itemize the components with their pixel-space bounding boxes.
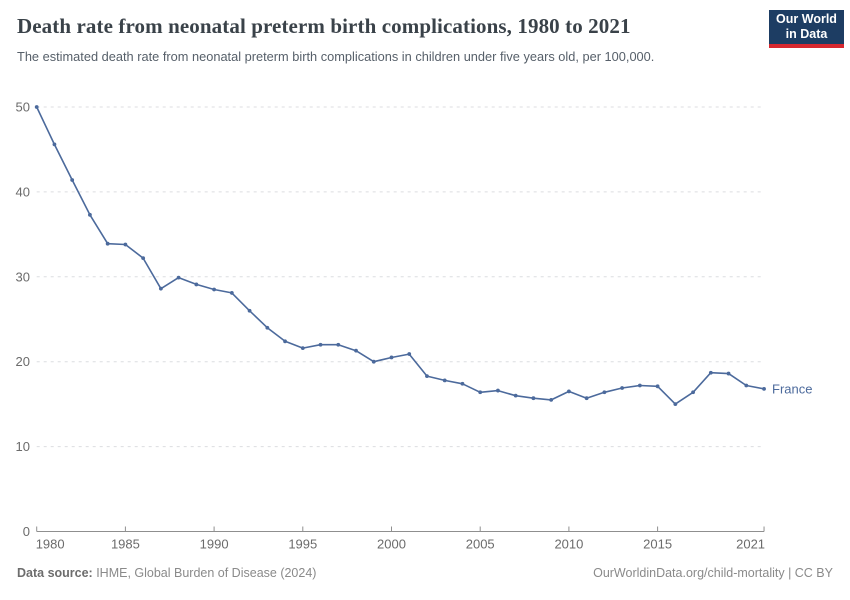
owid-logo-line2: in Data bbox=[785, 27, 828, 41]
data-point bbox=[336, 342, 341, 347]
data-point bbox=[620, 386, 625, 390]
data-point bbox=[762, 386, 766, 391]
y-tick-label: 40 bbox=[16, 184, 30, 199]
data-point bbox=[265, 325, 270, 330]
data-point bbox=[637, 383, 642, 388]
owid-logo-line1: Our World bbox=[776, 11, 837, 26]
data-point bbox=[141, 256, 146, 261]
data-point bbox=[34, 105, 39, 109]
data-point bbox=[247, 308, 252, 313]
x-tick-label: 2021 bbox=[736, 537, 765, 552]
y-tick-label: 50 bbox=[16, 100, 30, 115]
owid-logo: Our World in Data bbox=[769, 10, 844, 48]
series-end-label: France bbox=[772, 381, 812, 396]
data-point bbox=[158, 286, 163, 291]
data-point bbox=[283, 339, 287, 344]
data-point bbox=[549, 398, 554, 402]
data-point bbox=[389, 355, 394, 360]
data-point bbox=[105, 241, 110, 246]
x-tick-label: 1995 bbox=[288, 537, 317, 552]
data-point bbox=[318, 342, 323, 347]
chart-subtitle: The estimated death rate from neonatal p… bbox=[17, 49, 655, 65]
y-tick-label: 10 bbox=[16, 439, 30, 454]
data-point bbox=[744, 383, 749, 388]
data-point bbox=[567, 389, 571, 394]
data-point bbox=[708, 370, 713, 375]
data-point bbox=[478, 390, 483, 395]
chart-title: Death rate from neonatal preterm birth c… bbox=[17, 14, 631, 38]
chart-footer: Data source: IHME, Global Burden of Dise… bbox=[17, 566, 833, 588]
data-point bbox=[655, 384, 660, 389]
data-point bbox=[673, 402, 678, 407]
x-tick-label: 2015 bbox=[643, 537, 672, 552]
data-point bbox=[212, 287, 217, 292]
data-point bbox=[176, 275, 181, 280]
data-point bbox=[513, 393, 518, 398]
data-point bbox=[229, 291, 234, 295]
x-tick-label: 1980 bbox=[36, 537, 65, 552]
data-point bbox=[123, 242, 128, 247]
data-point bbox=[52, 142, 57, 147]
data-line bbox=[35, 106, 765, 405]
data-point bbox=[70, 178, 75, 182]
x-tick-label: 2005 bbox=[466, 537, 495, 552]
data-point bbox=[371, 359, 376, 364]
data-point bbox=[442, 378, 447, 383]
data-point bbox=[584, 396, 589, 401]
data-source-label: Data source: bbox=[17, 566, 93, 580]
data-point bbox=[602, 390, 607, 395]
x-tick-label: 1985 bbox=[111, 537, 140, 552]
data-point bbox=[531, 396, 536, 401]
data-source-text: IHME, Global Burden of Disease (2024) bbox=[92, 566, 317, 580]
data-point bbox=[194, 282, 199, 287]
chart-area: 0 10 20 30 40 50 1980 1985 1990 1995 2000 2005 2010 2… bbox=[0, 88, 850, 558]
data-point bbox=[726, 371, 731, 376]
data-point bbox=[460, 381, 465, 386]
data-source: Data source: IHME, Global Burden of Dise… bbox=[17, 566, 316, 580]
y-tick-label: 30 bbox=[16, 269, 30, 284]
chart-header: Death rate from neonatal preterm birth c… bbox=[17, 14, 757, 66]
x-tick-label: 1990 bbox=[200, 537, 229, 552]
data-point bbox=[425, 374, 429, 379]
data-point bbox=[354, 348, 358, 353]
data-point bbox=[691, 390, 695, 395]
attribution: OurWorldinData.org/child-mortality | CC … bbox=[593, 566, 833, 580]
x-tick-label: 2010 bbox=[554, 537, 583, 552]
data-point bbox=[407, 352, 412, 356]
owid-logo-text: Our World in Data bbox=[776, 12, 837, 43]
y-tick-label: 20 bbox=[16, 354, 30, 369]
line-chart: 0 10 20 30 40 50 1980 1985 1990 1995 2000 2005 2010 2… bbox=[16, 100, 813, 552]
data-point bbox=[300, 346, 305, 351]
y-tick-label: 0 bbox=[23, 524, 30, 539]
x-tick-label: 2000 bbox=[377, 537, 406, 552]
data-point bbox=[88, 212, 92, 217]
data-point bbox=[496, 388, 500, 393]
